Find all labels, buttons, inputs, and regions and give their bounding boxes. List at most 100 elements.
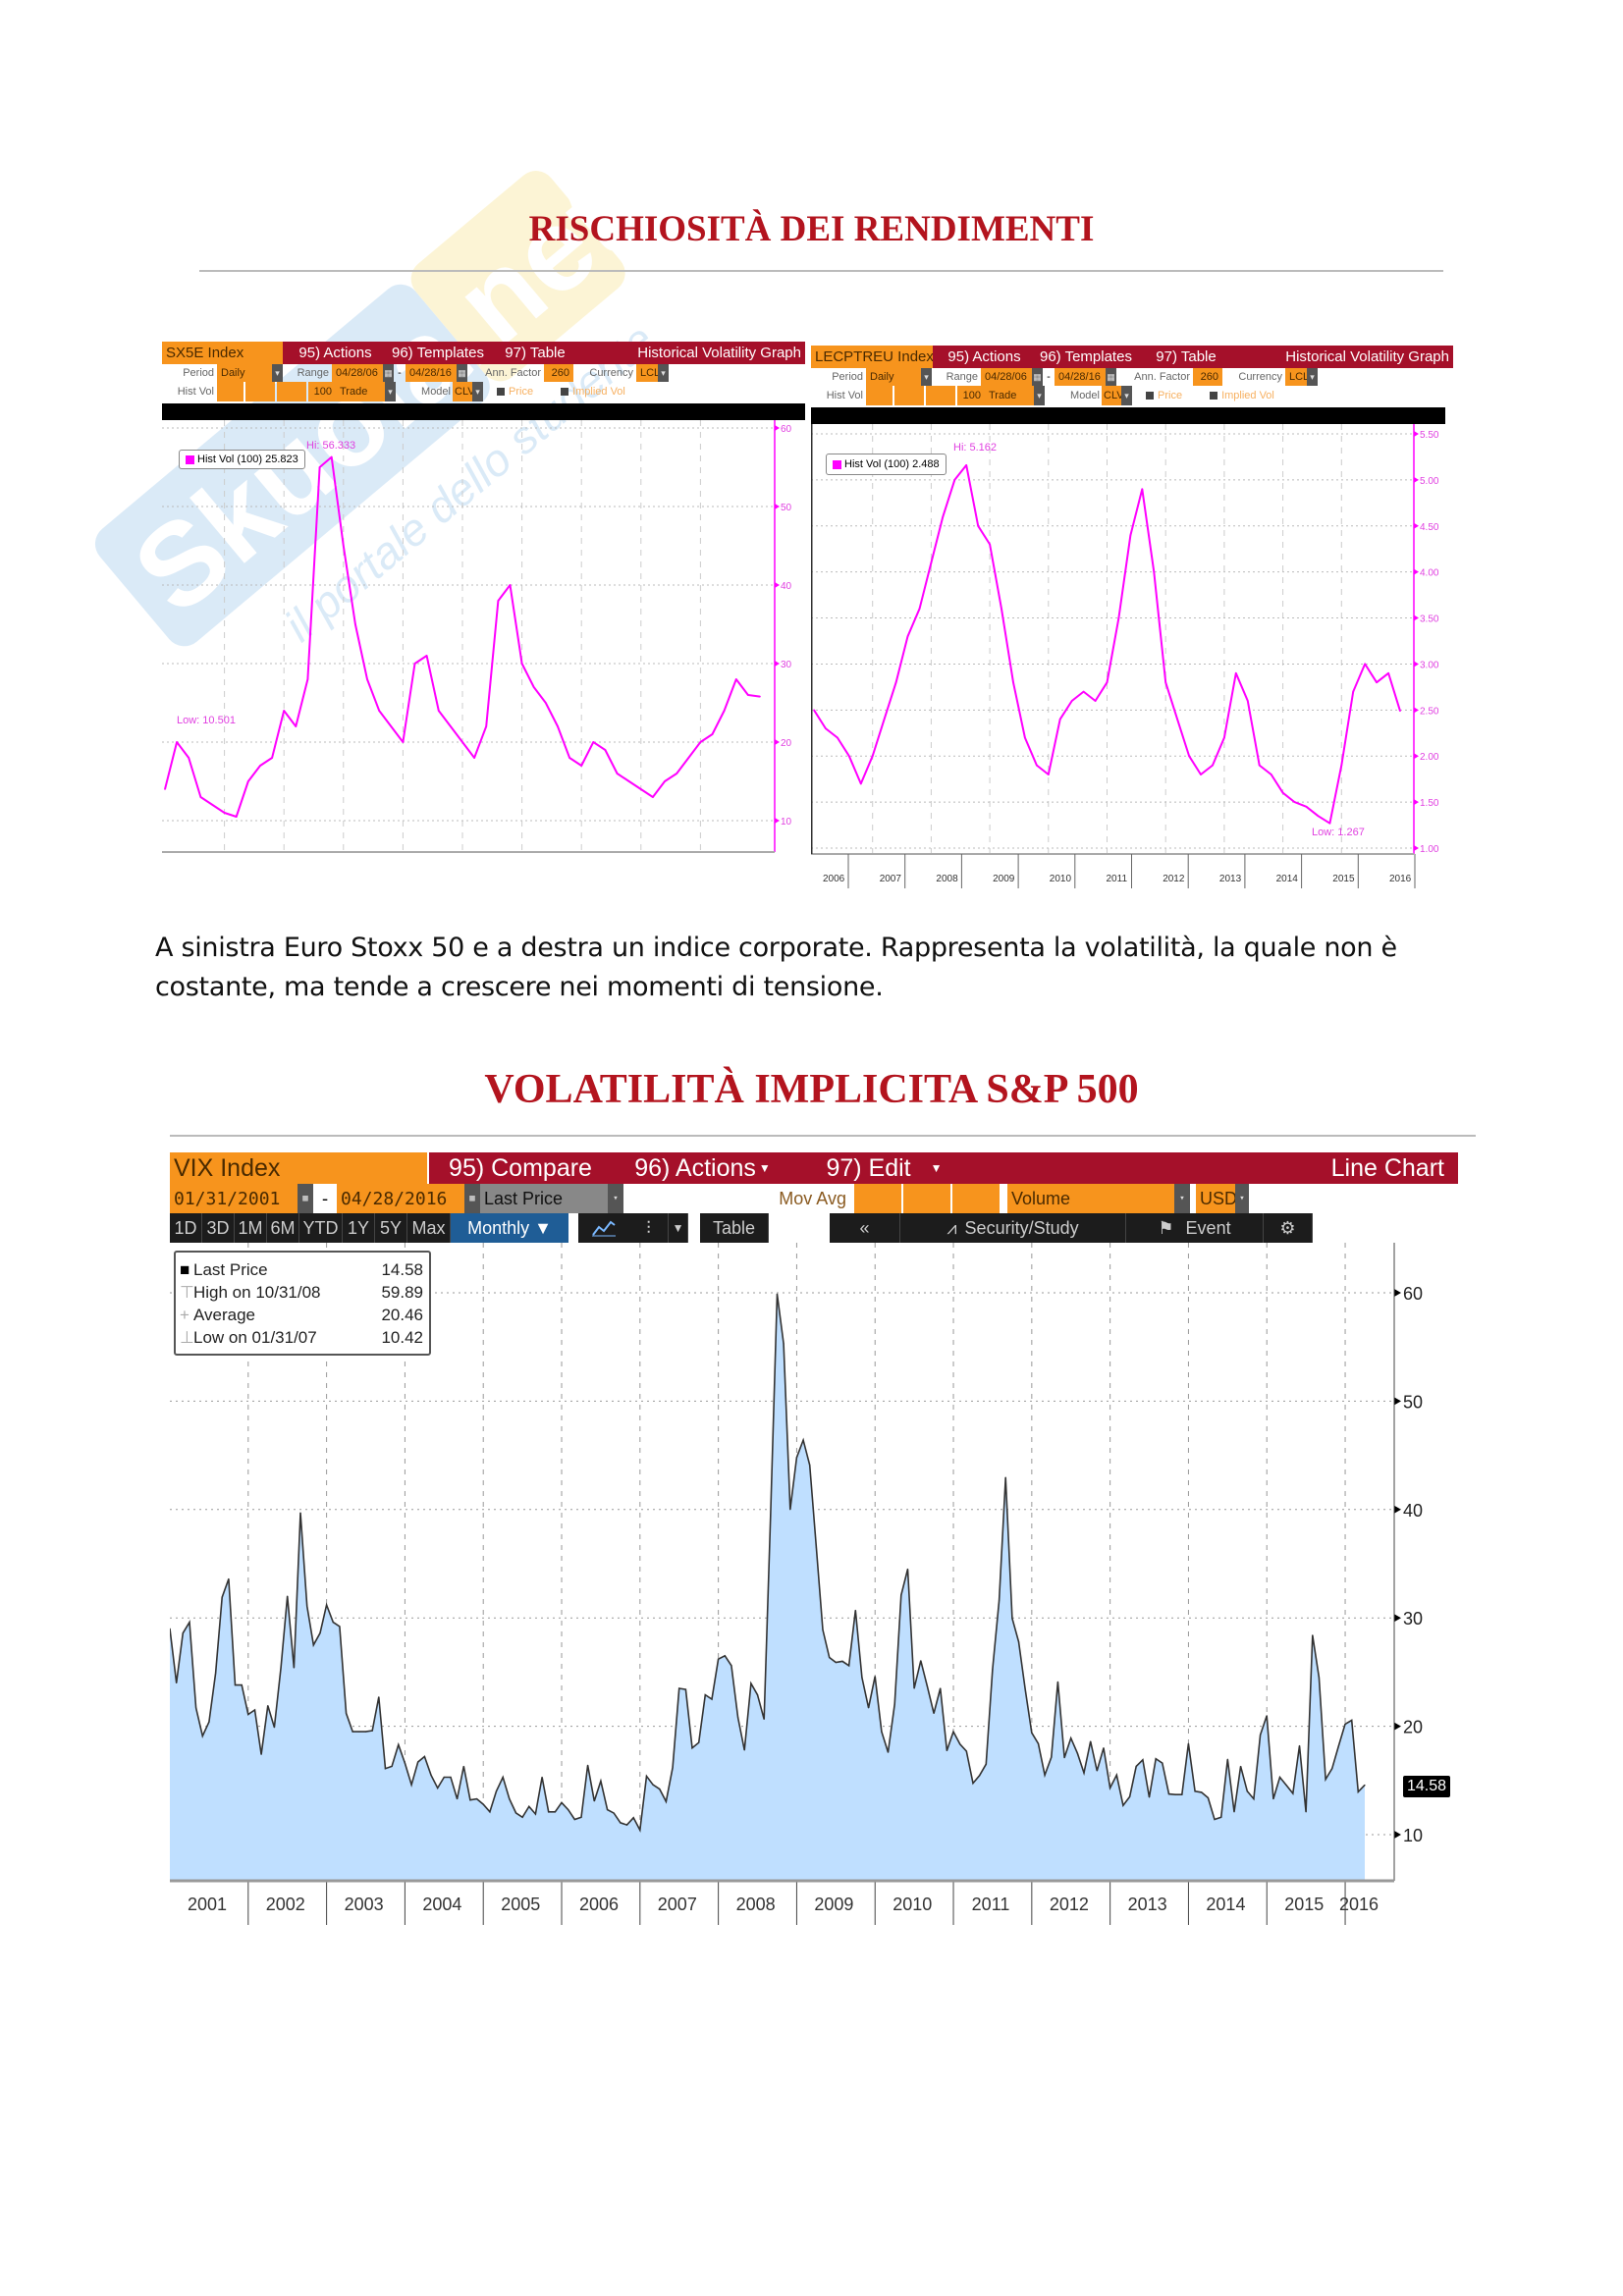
model-select[interactable]: CLV [1102,386,1124,405]
data-point [1399,710,1401,713]
period-select[interactable]: Daily [217,364,272,382]
calendar-icon[interactable]: ▦ [457,364,467,382]
dropdown-icon[interactable]: ▾ [272,364,283,382]
calendar-icon[interactable]: ▦ [464,1184,480,1213]
y-tick-label: 5.50 [1420,430,1439,441]
actions-menu[interactable]: 95) Actions [933,346,1036,368]
compare-button[interactable]: 95) Compare [427,1152,612,1184]
dropdown-icon[interactable]: ▾ [608,1184,623,1213]
hist-vol-field-3[interactable] [277,382,306,401]
mov-avg-field-1[interactable] [854,1184,901,1213]
security-study-button[interactable]: ⩘ Security/Study [900,1213,1126,1243]
vix-chart-panel: VIX Index 95) Compare 96) Actions ▼ 97) E… [170,1152,1458,1938]
range-end-field[interactable]: 04/28/16 [406,364,457,382]
section-title-rischiosita: RISCHIOSITÀ DEI RENDIMENTI [528,209,1095,249]
dropdown-icon[interactable]: ▼ [669,1213,688,1243]
currency-field[interactable]: LCL [1285,368,1309,386]
period-button-6m[interactable]: 6M [267,1213,299,1243]
price-checkbox[interactable] [497,388,505,396]
dropdown-icon[interactable]: ▾ [1174,1184,1190,1213]
dropdown-icon[interactable]: ▾ [1034,386,1045,405]
volume-select[interactable]: Volume [1007,1184,1174,1213]
field-select[interactable]: Last Price [480,1184,608,1213]
y-tick-label: 4.50 [1420,522,1439,533]
table-button[interactable]: Table [700,1213,769,1243]
period-button-1y[interactable]: 1Y [343,1213,375,1243]
hist-vol-field-2[interactable] [245,382,275,401]
currency-select[interactable]: USD [1196,1184,1237,1213]
hist-vol-field-1[interactable] [866,386,893,405]
dropdown-icon[interactable]: ▾ [1235,1184,1249,1213]
trade-select[interactable]: Trade [336,382,385,401]
table-button[interactable]: 97) Table [1136,346,1236,368]
line-chart-icon[interactable] [578,1213,629,1243]
section-title-vix: VOLATILITÀ IMPLICITA S&P 500 [484,1067,1139,1112]
templates-menu[interactable]: 96) Templates [388,342,486,364]
settings-gear-icon[interactable]: ⚙ [1264,1213,1313,1243]
dropdown-icon[interactable]: ▾ [385,382,396,401]
period-button-1d[interactable]: 1D [170,1213,202,1243]
dropdown-icon[interactable]: ▾ [472,382,483,401]
end-date-field[interactable]: 04/28/2016 [337,1184,464,1213]
edit-menu[interactable]: 97) Edit ▼ [793,1152,975,1184]
data-point [339,1626,341,1628]
calendar-icon[interactable]: ▦ [1106,368,1116,386]
table-button[interactable]: 97) Table [486,342,584,364]
hist-vol-field-1[interactable] [217,382,243,401]
frequency-select[interactable]: Monthly ▼ [451,1213,568,1243]
calendar-icon[interactable]: ▦ [383,364,394,382]
range-end-field[interactable]: 04/28/16 [1055,368,1106,386]
range-start-field[interactable]: 04/28/06 [981,368,1032,386]
mov-avg-field-2[interactable] [903,1184,950,1213]
implied-vol-checkbox[interactable] [1210,392,1218,400]
toolbar-black-bar [162,403,805,420]
legend-text: Hist Vol (100) 25.823 [197,454,298,465]
ticker-field[interactable]: LECPTREU Index [811,346,934,368]
period-button-ytd[interactable]: YTD [299,1213,343,1243]
price-checkbox[interactable] [1146,392,1154,400]
period-button-1m[interactable]: 1M [235,1213,267,1243]
trade-select[interactable]: Trade [985,386,1034,405]
collapse-button[interactable]: « [830,1213,900,1243]
y-tick-label: 10 [781,817,792,828]
period-button-max[interactable]: Max [407,1213,451,1243]
data-point [319,1632,321,1634]
data-point [822,1629,824,1630]
hist-vol-window-field[interactable]: 100 [957,386,985,405]
range-start-field[interactable]: 04/28/06 [332,364,383,382]
templates-menu[interactable]: 96) Templates [1036,346,1136,368]
ann-factor-field[interactable]: 260 [1193,368,1222,386]
calendar-icon[interactable]: ▦ [298,1184,313,1213]
period-select[interactable]: Daily [866,368,921,386]
actions-menu[interactable]: 96) Actions ▼ [612,1152,793,1184]
data-point [829,1656,831,1659]
event-button[interactable]: ⚑ Event [1126,1213,1264,1243]
implied-vol-checkbox[interactable] [561,388,569,396]
ticker-field[interactable]: VIX Index [170,1152,427,1184]
period-button-3d[interactable]: 3D [202,1213,235,1243]
dropdown-icon[interactable]: ▾ [921,368,932,386]
x-tick-label: 2012 [1050,1895,1089,1914]
actions-menu[interactable]: 95) Actions [283,342,388,364]
mov-avg-field-3[interactable] [952,1184,1000,1213]
currency-field[interactable]: LCL [636,364,660,382]
dropdown-icon[interactable]: ▾ [1307,368,1318,386]
period-button-5y[interactable]: 5Y [375,1213,407,1243]
hist-vol-field-2[interactable] [894,386,924,405]
dropdown-icon[interactable]: ▾ [658,364,669,382]
data-point [1317,815,1320,817]
model-select[interactable]: CLV [453,382,475,401]
ticker-field[interactable]: SX5E Index [162,342,283,364]
bar-chart-icon[interactable]: ⫶ [629,1213,669,1243]
ann-factor-field[interactable]: 260 [544,364,573,382]
legend-value: 20.46 [381,1306,423,1324]
start-date-field[interactable]: 01/31/2001 [170,1184,298,1213]
hist-vol-field-3[interactable] [926,386,955,405]
data-point [1352,690,1355,693]
legend: Hist Vol (100) 25.823 [179,450,305,469]
hist-vol-window-field[interactable]: 100 [308,382,336,401]
calendar-icon[interactable]: ▦ [1032,368,1043,386]
data-point [437,710,440,712]
data-point [1148,1796,1151,1798]
dropdown-icon[interactable]: ▾ [1121,386,1132,405]
